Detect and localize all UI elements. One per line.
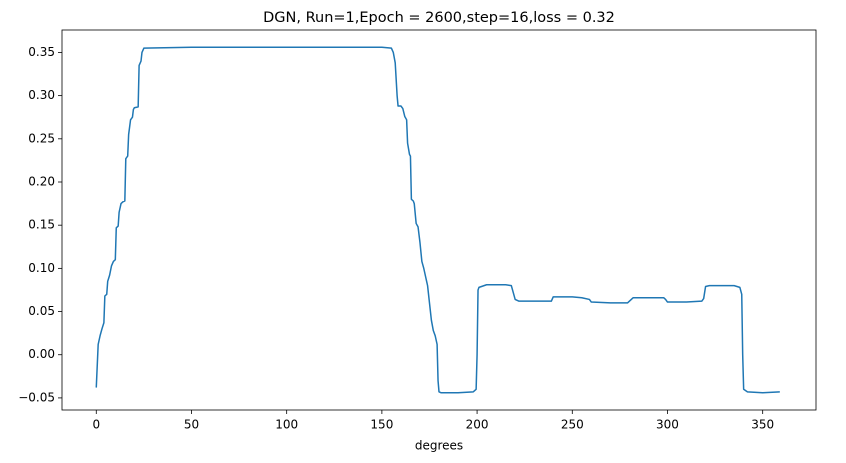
x-tick-label: 150 xyxy=(370,418,393,432)
x-tick-label: 350 xyxy=(751,418,774,432)
chart-title: DGN, Run=1,Epoch = 2600,step=16,loss = 0… xyxy=(263,10,615,26)
plot-frame xyxy=(61,29,817,411)
x-axis-label: degrees xyxy=(415,439,463,453)
y-tick-label: 0.15 xyxy=(28,218,55,232)
line-series xyxy=(95,46,780,394)
y-tick-label: 0.10 xyxy=(28,261,55,275)
x-tick-label: 0 xyxy=(92,418,100,432)
y-tick-label: 0.30 xyxy=(28,88,55,102)
x-tick-label: 250 xyxy=(561,418,584,432)
x-tick-label: 100 xyxy=(275,418,298,432)
y-tick-label: 0.35 xyxy=(28,45,55,59)
y-tick-label: 0.05 xyxy=(28,304,55,318)
x-tick-label: 300 xyxy=(656,418,679,432)
y-tick-label: 0.25 xyxy=(28,131,55,145)
y-tick-label: 0.00 xyxy=(28,347,55,361)
x-tick-label: 50 xyxy=(184,418,199,432)
y-tick-label: −0.05 xyxy=(18,390,55,404)
y-tick-label: 0.20 xyxy=(28,175,55,189)
x-tick-label: 200 xyxy=(466,418,489,432)
